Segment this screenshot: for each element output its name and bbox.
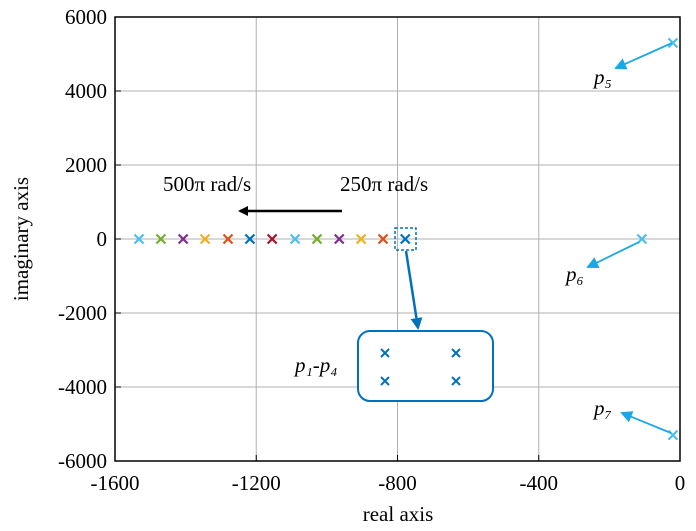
y-tick-label: 6000: [65, 5, 107, 29]
y-tick-label: -2000: [58, 301, 107, 325]
inset-markers: [380, 348, 461, 386]
pole-marker: [266, 233, 278, 245]
inset-marker: [451, 348, 461, 358]
annotation: p₆: [564, 262, 584, 286]
x-tick-label: -400: [520, 471, 559, 495]
annotation: p₁-p₄: [293, 353, 338, 377]
pole-marker: [311, 233, 323, 245]
pole-marker: [355, 233, 367, 245]
pole-marker: [133, 233, 145, 245]
annotation: 500π rad/s: [163, 172, 251, 196]
x-tick-label: -800: [378, 471, 417, 495]
pole-marker: [244, 233, 256, 245]
y-tick-label: 4000: [65, 79, 107, 103]
pole-marker: [177, 233, 189, 245]
arrow: [614, 42, 673, 70]
y-tick-label: 0: [97, 227, 108, 251]
x-tick-label: -1200: [232, 471, 281, 495]
x-tick-label: -1600: [91, 471, 140, 495]
arrow: [586, 241, 640, 268]
pole-marker: [222, 233, 234, 245]
annotation: p₅: [592, 65, 612, 89]
inset-marker: [380, 376, 390, 386]
pole-marker: [155, 233, 167, 245]
y-tick-label: -6000: [58, 449, 107, 473]
arrow: [404, 250, 423, 330]
x-axis-label: real axis: [363, 502, 434, 526]
pole-marker: [399, 233, 411, 245]
x-tick-label: 0: [675, 471, 686, 495]
pole-marker: [667, 37, 679, 49]
arrow: [620, 411, 672, 434]
pole-marker: [289, 233, 301, 245]
plot-frame: [114, 16, 681, 462]
zoom-box: [394, 227, 417, 251]
y-tick-label: 2000: [65, 153, 107, 177]
pole-marker: [199, 233, 211, 245]
inset-box: [357, 330, 494, 402]
pole-marker: [377, 233, 389, 245]
pole-marker: [333, 233, 345, 245]
annotation: p₇: [592, 396, 612, 420]
marks: [133, 37, 679, 441]
y-axis-label: imaginary axis: [9, 177, 33, 301]
inset-marker: [380, 348, 390, 358]
y-tick-label: -4000: [58, 375, 107, 399]
annotation: 250π rad/s: [340, 172, 428, 196]
inset-marker: [451, 376, 461, 386]
